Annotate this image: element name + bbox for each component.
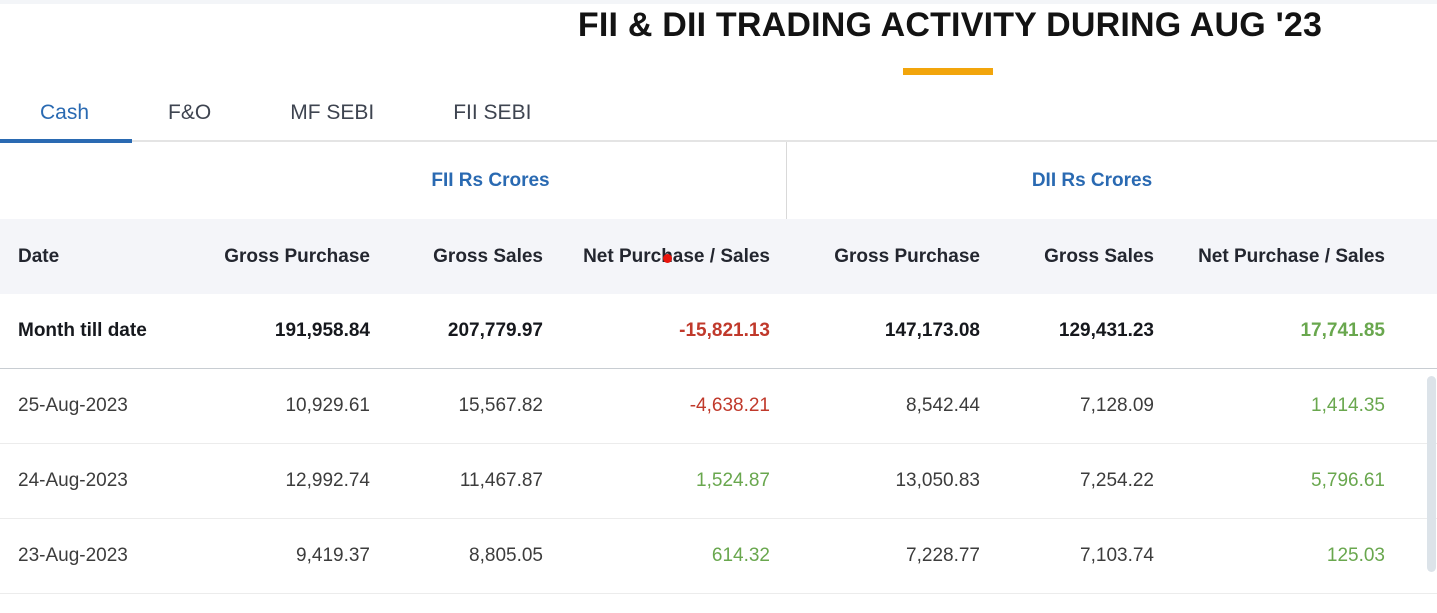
tab-fno[interactable]: F&O [168,101,212,124]
cell-dii-gross-sales: 129,431.23 [1058,320,1154,341]
cell-date: 23-Aug-2023 [18,545,128,566]
cell-fii-gross-sales: 207,779.97 [447,320,543,341]
cell-dii-gross-purchase: 8,542.44 [906,395,980,416]
cell-fii-gross-sales: 11,467.87 [459,470,543,491]
group-header-dii: DII Rs Crores [787,142,1437,219]
title-accent-bar [903,68,993,75]
cell-date: 24-Aug-2023 [18,470,128,491]
table-row: 25-Aug-2023 10,929.61 15,567.82 -4,638.2… [0,369,1437,444]
tab-fii-sebi[interactable]: FII SEBI [453,101,532,124]
column-header-dii-net: Net Purchase / Sales [1198,245,1385,267]
column-header-fii-gross-purchase: Gross Purchase [224,245,370,267]
cell-date: Month till date [18,320,147,341]
vertical-scrollbar-thumb[interactable] [1427,376,1436,572]
cell-fii-net: -15,821.13 [679,320,770,341]
cell-date: 25-Aug-2023 [18,395,128,416]
group-header-fii: FII Rs Crores [0,142,787,219]
cell-fii-gross-purchase: 191,958.84 [274,320,370,341]
cell-fii-gross-purchase: 9,419.37 [296,545,370,566]
page-title: FII & DII TRADING ACTIVITY DURING AUG '2… [577,6,1323,44]
tab-cash[interactable]: Cash [40,101,90,124]
cell-dii-gross-sales: 7,254.22 [1080,470,1154,491]
column-header-fii-net: Net Purchase / Sales [583,245,770,267]
group-header-fii-label: FII Rs Crores [431,169,550,191]
cell-dii-gross-purchase: 147,173.08 [884,320,980,341]
table-column-header-row: Date Gross Purchase Gross Sales Net Purc… [0,219,1437,294]
cell-dii-net: 1,414.35 [1311,395,1385,416]
tab-mf-sebi[interactable]: MF SEBI [290,101,375,124]
page-header: FII & DII TRADING ACTIVITY DURING AUG '2… [0,4,1437,86]
column-header-date: Date [18,245,60,267]
column-header-dii-gross-sales: Gross Sales [1044,245,1154,267]
table-group-header-row: FII Rs Crores DII Rs Crores [0,142,1437,219]
tab-bar: Cash F&O MF SEBI FII SEBI [0,86,1437,143]
red-click-indicator-dot [663,254,672,263]
cell-fii-net: -4,638.21 [689,395,770,416]
table-row-month-till-date: Month till date 191,958.84 207,779.97 -1… [0,294,1437,369]
cell-fii-gross-sales: 15,567.82 [458,395,543,416]
cell-dii-gross-purchase: 13,050.83 [895,470,980,491]
cell-fii-gross-purchase: 12,992.74 [285,470,370,491]
column-header-dii-gross-purchase: Gross Purchase [834,245,980,267]
group-header-dii-label: DII Rs Crores [1031,169,1153,191]
cell-fii-net: 614.32 [711,545,770,566]
cell-dii-gross-sales: 7,128.09 [1080,395,1154,416]
table-row: 24-Aug-2023 12,992.74 11,467.87 1,524.87… [0,444,1437,519]
cell-dii-net: 5,796.61 [1311,470,1385,491]
cell-dii-gross-purchase: 7,228.77 [906,545,980,566]
table-row: 23-Aug-2023 9,419.37 8,805.05 614.32 7,2… [0,519,1437,594]
active-tab-indicator [0,139,132,143]
cell-fii-gross-sales: 8,805.05 [469,545,543,566]
cell-dii-gross-sales: 7,103.74 [1080,545,1154,566]
top-border-strip [0,0,1437,4]
cell-fii-gross-purchase: 10,929.61 [285,395,370,416]
cell-dii-net: 125.03 [1326,545,1385,566]
column-header-fii-gross-sales: Gross Sales [433,245,543,267]
cell-dii-net: 17,741.85 [1300,320,1385,341]
cell-fii-net: 1,524.87 [696,470,770,491]
